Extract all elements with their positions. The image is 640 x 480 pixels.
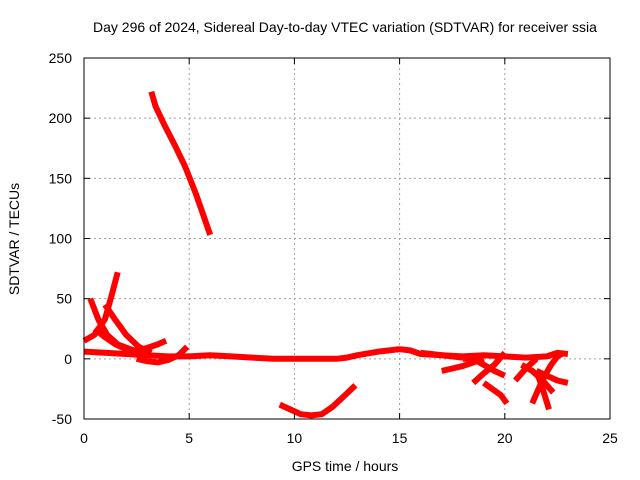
x-tick-label: 25: [602, 430, 618, 446]
x-tick-label: 20: [497, 430, 513, 446]
series-line-segment-22b: [533, 369, 552, 411]
x-tick-label: 5: [185, 430, 193, 446]
axis-ticks: 0 5 10 15 20 25 -50 0 50 100 150 200 250: [49, 50, 618, 446]
y-tick-label: 200: [49, 110, 73, 126]
series-line-arc-low: [278, 383, 358, 419]
series-line-segment-22c: [535, 368, 569, 386]
series-line-arc-high: [148, 90, 214, 236]
series-line-segment-19b: [462, 355, 507, 379]
y-tick-label: -50: [52, 411, 72, 427]
series-line-arc-early-b: [125, 338, 168, 356]
x-tick-label: 15: [392, 430, 408, 446]
series-line-segment-17: [420, 349, 464, 361]
series-line-segment-22a: [529, 350, 566, 405]
y-tick-label: 150: [49, 170, 73, 186]
series-line-arc-peak-72: [82, 271, 121, 344]
y-tick-label: 100: [49, 231, 73, 247]
series-group: [82, 90, 569, 419]
y-axis-title: SDTVAR / TECUs: [6, 183, 22, 295]
x-axis-title: GPS time / hours: [292, 458, 399, 474]
x-tick-label: 10: [287, 430, 303, 446]
series-line-baseline-main: [83, 346, 569, 362]
x-tick-label: 0: [80, 430, 88, 446]
y-tick-label: 250: [49, 50, 73, 66]
y-tick-label: 0: [64, 351, 72, 367]
chart-title: Day 296 of 2024, Sidereal Day-to-day VTE…: [93, 19, 597, 35]
series-line-segment-20: [482, 380, 510, 406]
y-tick-label: 50: [56, 291, 72, 307]
